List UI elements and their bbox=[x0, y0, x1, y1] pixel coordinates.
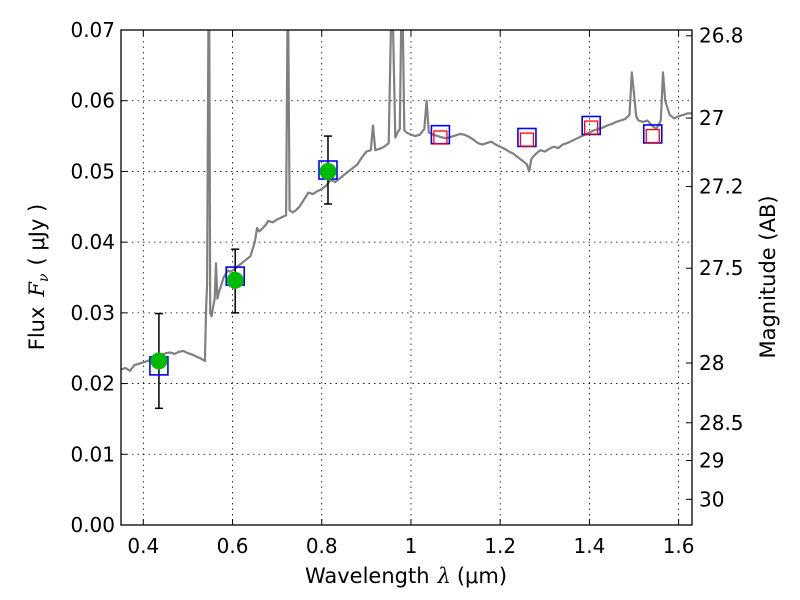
x-tick-label: 1.4 bbox=[573, 534, 605, 558]
plot-frame bbox=[120, 29, 693, 526]
y2-axis-label: Magnitude (AB) bbox=[756, 195, 780, 358]
grid-lines bbox=[121, 30, 692, 525]
x-axis-label-unit: (μm) bbox=[457, 564, 507, 588]
y-axis-ticks: 0.00 0.01 0.02 0.03 0.04 0.05 0.06 0.07 bbox=[70, 18, 127, 537]
x-axis-label-symbol: λ bbox=[437, 564, 451, 588]
model-spectrum bbox=[121, 30, 692, 372]
y2-tick-label: 28 bbox=[699, 351, 724, 375]
y2-tick-label: 26.8 bbox=[699, 24, 744, 48]
y2-tick-label: 27.5 bbox=[699, 256, 744, 280]
y2-axis-ticks: 26.8 27 27.2 27.5 28 28.5 29 30 bbox=[686, 24, 744, 511]
detection-markers bbox=[150, 162, 337, 370]
x-tick-label: 1.6 bbox=[663, 534, 695, 558]
model-photometry-boxes bbox=[149, 115, 663, 376]
y-axis-label-unit: ( μJy ) bbox=[25, 204, 49, 266]
model-spectrum-line bbox=[121, 30, 692, 372]
x-tick-label: 0.6 bbox=[217, 534, 249, 558]
y-axis-label: Flux Fν ( μJy ) bbox=[25, 204, 52, 350]
upper-limit-markers bbox=[433, 120, 660, 147]
upper-limit-marker bbox=[584, 120, 599, 135]
y-tick-label: 0.03 bbox=[70, 301, 115, 325]
y-tick-label: 0.01 bbox=[70, 442, 115, 466]
y-tick-label: 0.02 bbox=[70, 372, 115, 396]
x-axis-ticks: 0.4 0.6 0.8 1 1.2 1.4 1.6 bbox=[127, 30, 695, 558]
x-tick-label: 1.2 bbox=[484, 534, 516, 558]
y-tick-label: 0.07 bbox=[70, 18, 115, 42]
y-tick-label: 0.04 bbox=[70, 230, 115, 254]
upper-limit-marker bbox=[519, 132, 535, 147]
y-axis-label-symbol-sub: ν bbox=[36, 273, 52, 282]
upper-limit-marker bbox=[645, 128, 660, 144]
x-axis-label: Wavelength λ (μm) bbox=[305, 564, 507, 588]
x-tick-label: 1 bbox=[405, 534, 418, 558]
y-tick-label: 0.00 bbox=[70, 513, 115, 537]
y2-tick-label: 28.5 bbox=[699, 411, 744, 435]
y-tick-label: 0.06 bbox=[70, 89, 115, 113]
detection-point bbox=[226, 271, 244, 289]
upper-limit-marker bbox=[433, 130, 448, 145]
x-tick-label: 0.4 bbox=[127, 534, 159, 558]
y2-tick-label: 27 bbox=[699, 106, 724, 130]
x-axis-label-text: Wavelength bbox=[305, 564, 430, 588]
y-axis-label-symbol: F bbox=[25, 281, 49, 298]
detection-point bbox=[319, 162, 337, 180]
y-axis-label-text: Flux bbox=[25, 307, 49, 351]
y2-tick-label: 30 bbox=[699, 487, 724, 511]
detection-point bbox=[150, 352, 168, 370]
y2-tick-label: 29 bbox=[699, 449, 724, 473]
y2-tick-label: 27.2 bbox=[699, 175, 744, 199]
y-tick-label: 0.05 bbox=[70, 159, 115, 183]
x-tick-label: 0.8 bbox=[306, 534, 338, 558]
